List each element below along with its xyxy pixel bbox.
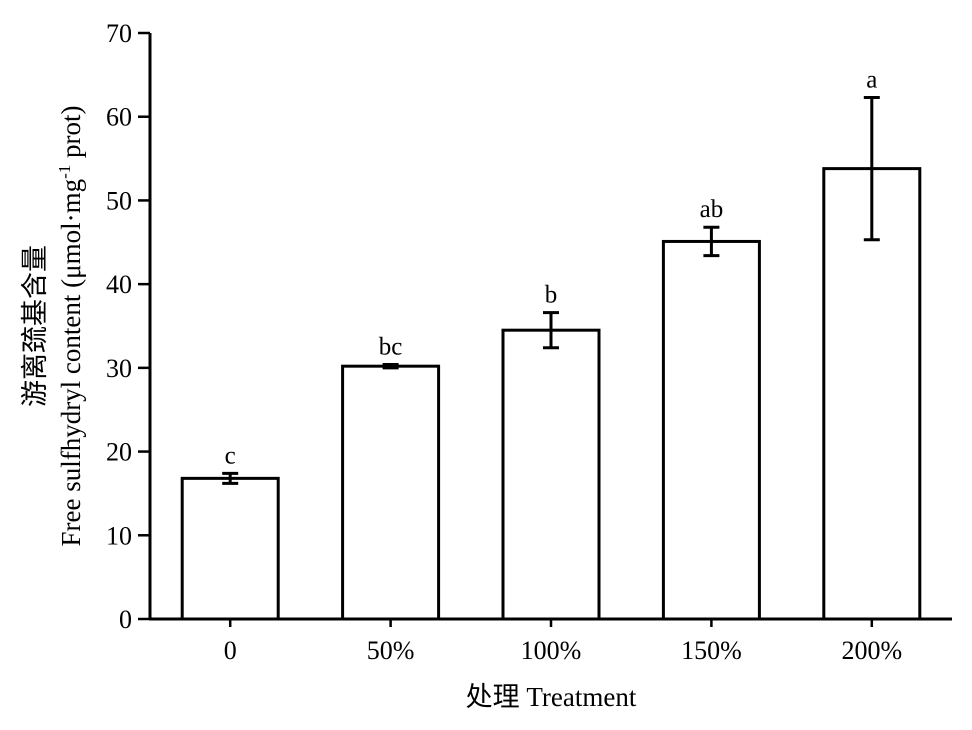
bar — [501, 328, 601, 621]
y-tick-label: 30 — [106, 354, 132, 383]
bar — [180, 476, 280, 621]
y-tick-label: 10 — [106, 521, 132, 550]
x-tick-label: 50% — [367, 636, 415, 665]
y-tick-label: 70 — [106, 19, 132, 48]
significance-label: b — [545, 282, 558, 309]
plot-area: c 0 bc 50% b 100% ab 150% a 200% 0 10 20 30 40 50 60 70 — [106, 19, 952, 665]
y-axis-label-tail: prot) — [56, 105, 86, 164]
significance-label: c — [225, 442, 236, 469]
significance-label: ab — [700, 196, 724, 223]
bar — [341, 364, 441, 621]
y-tick-label: 40 — [106, 270, 132, 299]
x-tick-label: 0 — [224, 636, 237, 665]
y-axis-label-superscript: -1 — [55, 165, 74, 179]
significance-label: bc — [379, 334, 403, 361]
y-tick-label: 60 — [106, 103, 132, 132]
y-tick-label: 50 — [106, 186, 132, 215]
y-axis-label-en: Free sulfhydryl content (μmol·mg-1 prot) — [55, 105, 86, 546]
x-tick-label: 100% — [521, 636, 582, 665]
x-tick-label: 200% — [841, 636, 902, 665]
y-tick-label: 0 — [119, 605, 132, 634]
bar — [661, 239, 761, 621]
x-axis-label: 处理 Treatment — [466, 682, 637, 712]
significance-label: a — [866, 66, 877, 93]
x-tick-label: 150% — [681, 636, 742, 665]
y-axis-label-cn: 游离巯基含量 — [20, 245, 50, 407]
y-tick-label: 20 — [106, 438, 132, 467]
y-axis-label-en-main: Free sulfhydryl content (μmol·mg — [56, 179, 86, 547]
